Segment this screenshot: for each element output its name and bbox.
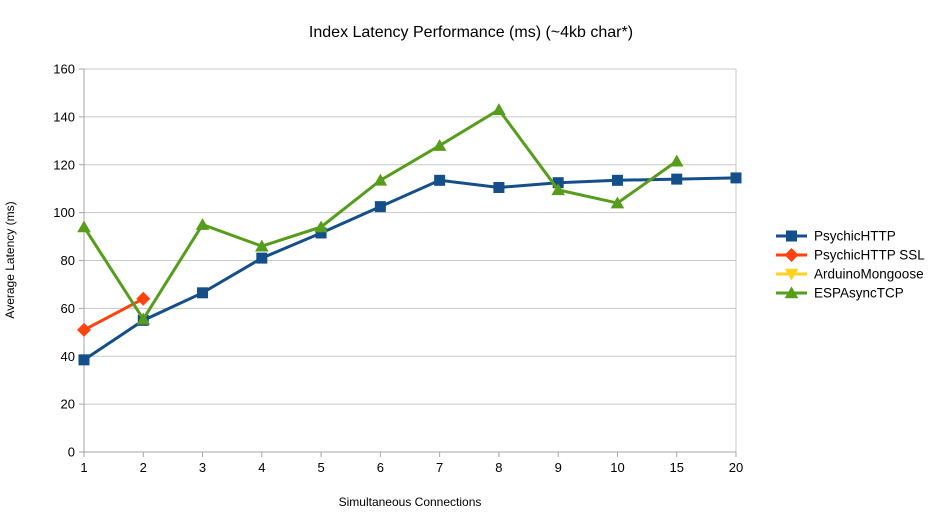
marker-square <box>374 201 386 213</box>
y-tick-label: 140 <box>53 109 75 124</box>
x-tick-label: 5 <box>317 460 324 475</box>
chart-title: Index Latency Performance (ms) (~4kb cha… <box>309 24 633 41</box>
y-tick-label: 80 <box>61 253 75 268</box>
y-tick-label: 40 <box>61 349 75 364</box>
marker-triangle-up <box>255 239 269 252</box>
y-tick-label: 60 <box>61 301 75 316</box>
legend-label: ArduinoMongoose <box>814 267 924 282</box>
marker-square <box>611 174 623 186</box>
marker-diamond <box>77 322 91 337</box>
marker-square <box>78 354 90 366</box>
x-tick-label: 3 <box>199 460 206 475</box>
tick-labels-group: 0 20 40 60 80 100 120 140 160 1 2 3 4 5 6 7 8 9 10 15 20 <box>53 62 743 476</box>
marker-square <box>671 173 683 185</box>
x-tick-label: 8 <box>495 460 502 475</box>
legend-item-psychichttp: PsychicHTTP <box>776 229 896 244</box>
y-axis-title: Average Latency (ms) <box>3 201 17 318</box>
marker-triangle-up <box>669 154 684 167</box>
y-tick-label: 0 <box>68 445 75 460</box>
x-tick-label: 20 <box>729 460 743 475</box>
marker-triangle-up <box>492 103 506 115</box>
series-psychichttp <box>78 172 742 366</box>
y-tick-label: 20 <box>61 397 75 412</box>
marker-triangle-up <box>784 286 799 299</box>
marker-triangle-up <box>136 312 151 325</box>
series-group <box>77 103 742 366</box>
y-tick-label: 120 <box>53 157 75 172</box>
marker-triangle-down <box>784 268 799 281</box>
x-tick-label: 7 <box>436 460 443 475</box>
marker-diamond <box>784 248 799 262</box>
x-tick-label: 2 <box>140 460 147 475</box>
legend-item-arduinomongoose: ArduinoMongoose <box>776 267 924 282</box>
series-espasynctcp <box>77 103 684 325</box>
x-tick-label: 1 <box>80 460 87 475</box>
marker-square <box>315 227 327 239</box>
x-tick-label: 6 <box>377 460 384 475</box>
series-line <box>83 176 737 362</box>
y-tick-label: 100 <box>53 205 75 220</box>
marker-triangle-up <box>610 196 625 209</box>
x-tick-label: 10 <box>610 460 624 475</box>
marker-triangle-up <box>314 220 328 233</box>
legend-item-psychichttp-ssl: PsychicHTTP SSL <box>776 248 925 263</box>
marker-square <box>786 230 797 242</box>
x-tick-label: 15 <box>669 460 683 475</box>
series-line <box>82 107 678 322</box>
x-axis-title: Simultaneous Connections <box>339 495 482 509</box>
legend-label: PsychicHTTP <box>814 229 896 244</box>
marker-square <box>493 181 505 193</box>
legend-label: ESPAsyncTCP <box>814 286 904 301</box>
legend-group: PsychicHTTP PsychicHTTP SSL ArduinoMongoos… <box>776 229 925 301</box>
marker-square <box>730 172 742 184</box>
marker-triangle-up <box>373 173 388 186</box>
legend-item-espasynctcp: ESPAsyncTCP <box>776 286 904 301</box>
marker-triangle-up <box>195 218 210 230</box>
marker-square <box>434 174 446 186</box>
marker-square <box>197 287 209 299</box>
marker-triangle-up <box>77 220 91 233</box>
marker-triangle-up <box>432 139 447 151</box>
marker-triangle-up <box>551 183 565 196</box>
legend-label: PsychicHTTP SSL <box>814 248 925 263</box>
x-tick-label: 4 <box>258 460 265 475</box>
marker-square <box>552 177 564 189</box>
marker-square <box>256 252 268 264</box>
y-tick-label: 160 <box>53 62 75 77</box>
gridlines-group <box>84 68 737 452</box>
x-tick-label: 9 <box>555 460 562 475</box>
marker-diamond <box>136 291 151 306</box>
